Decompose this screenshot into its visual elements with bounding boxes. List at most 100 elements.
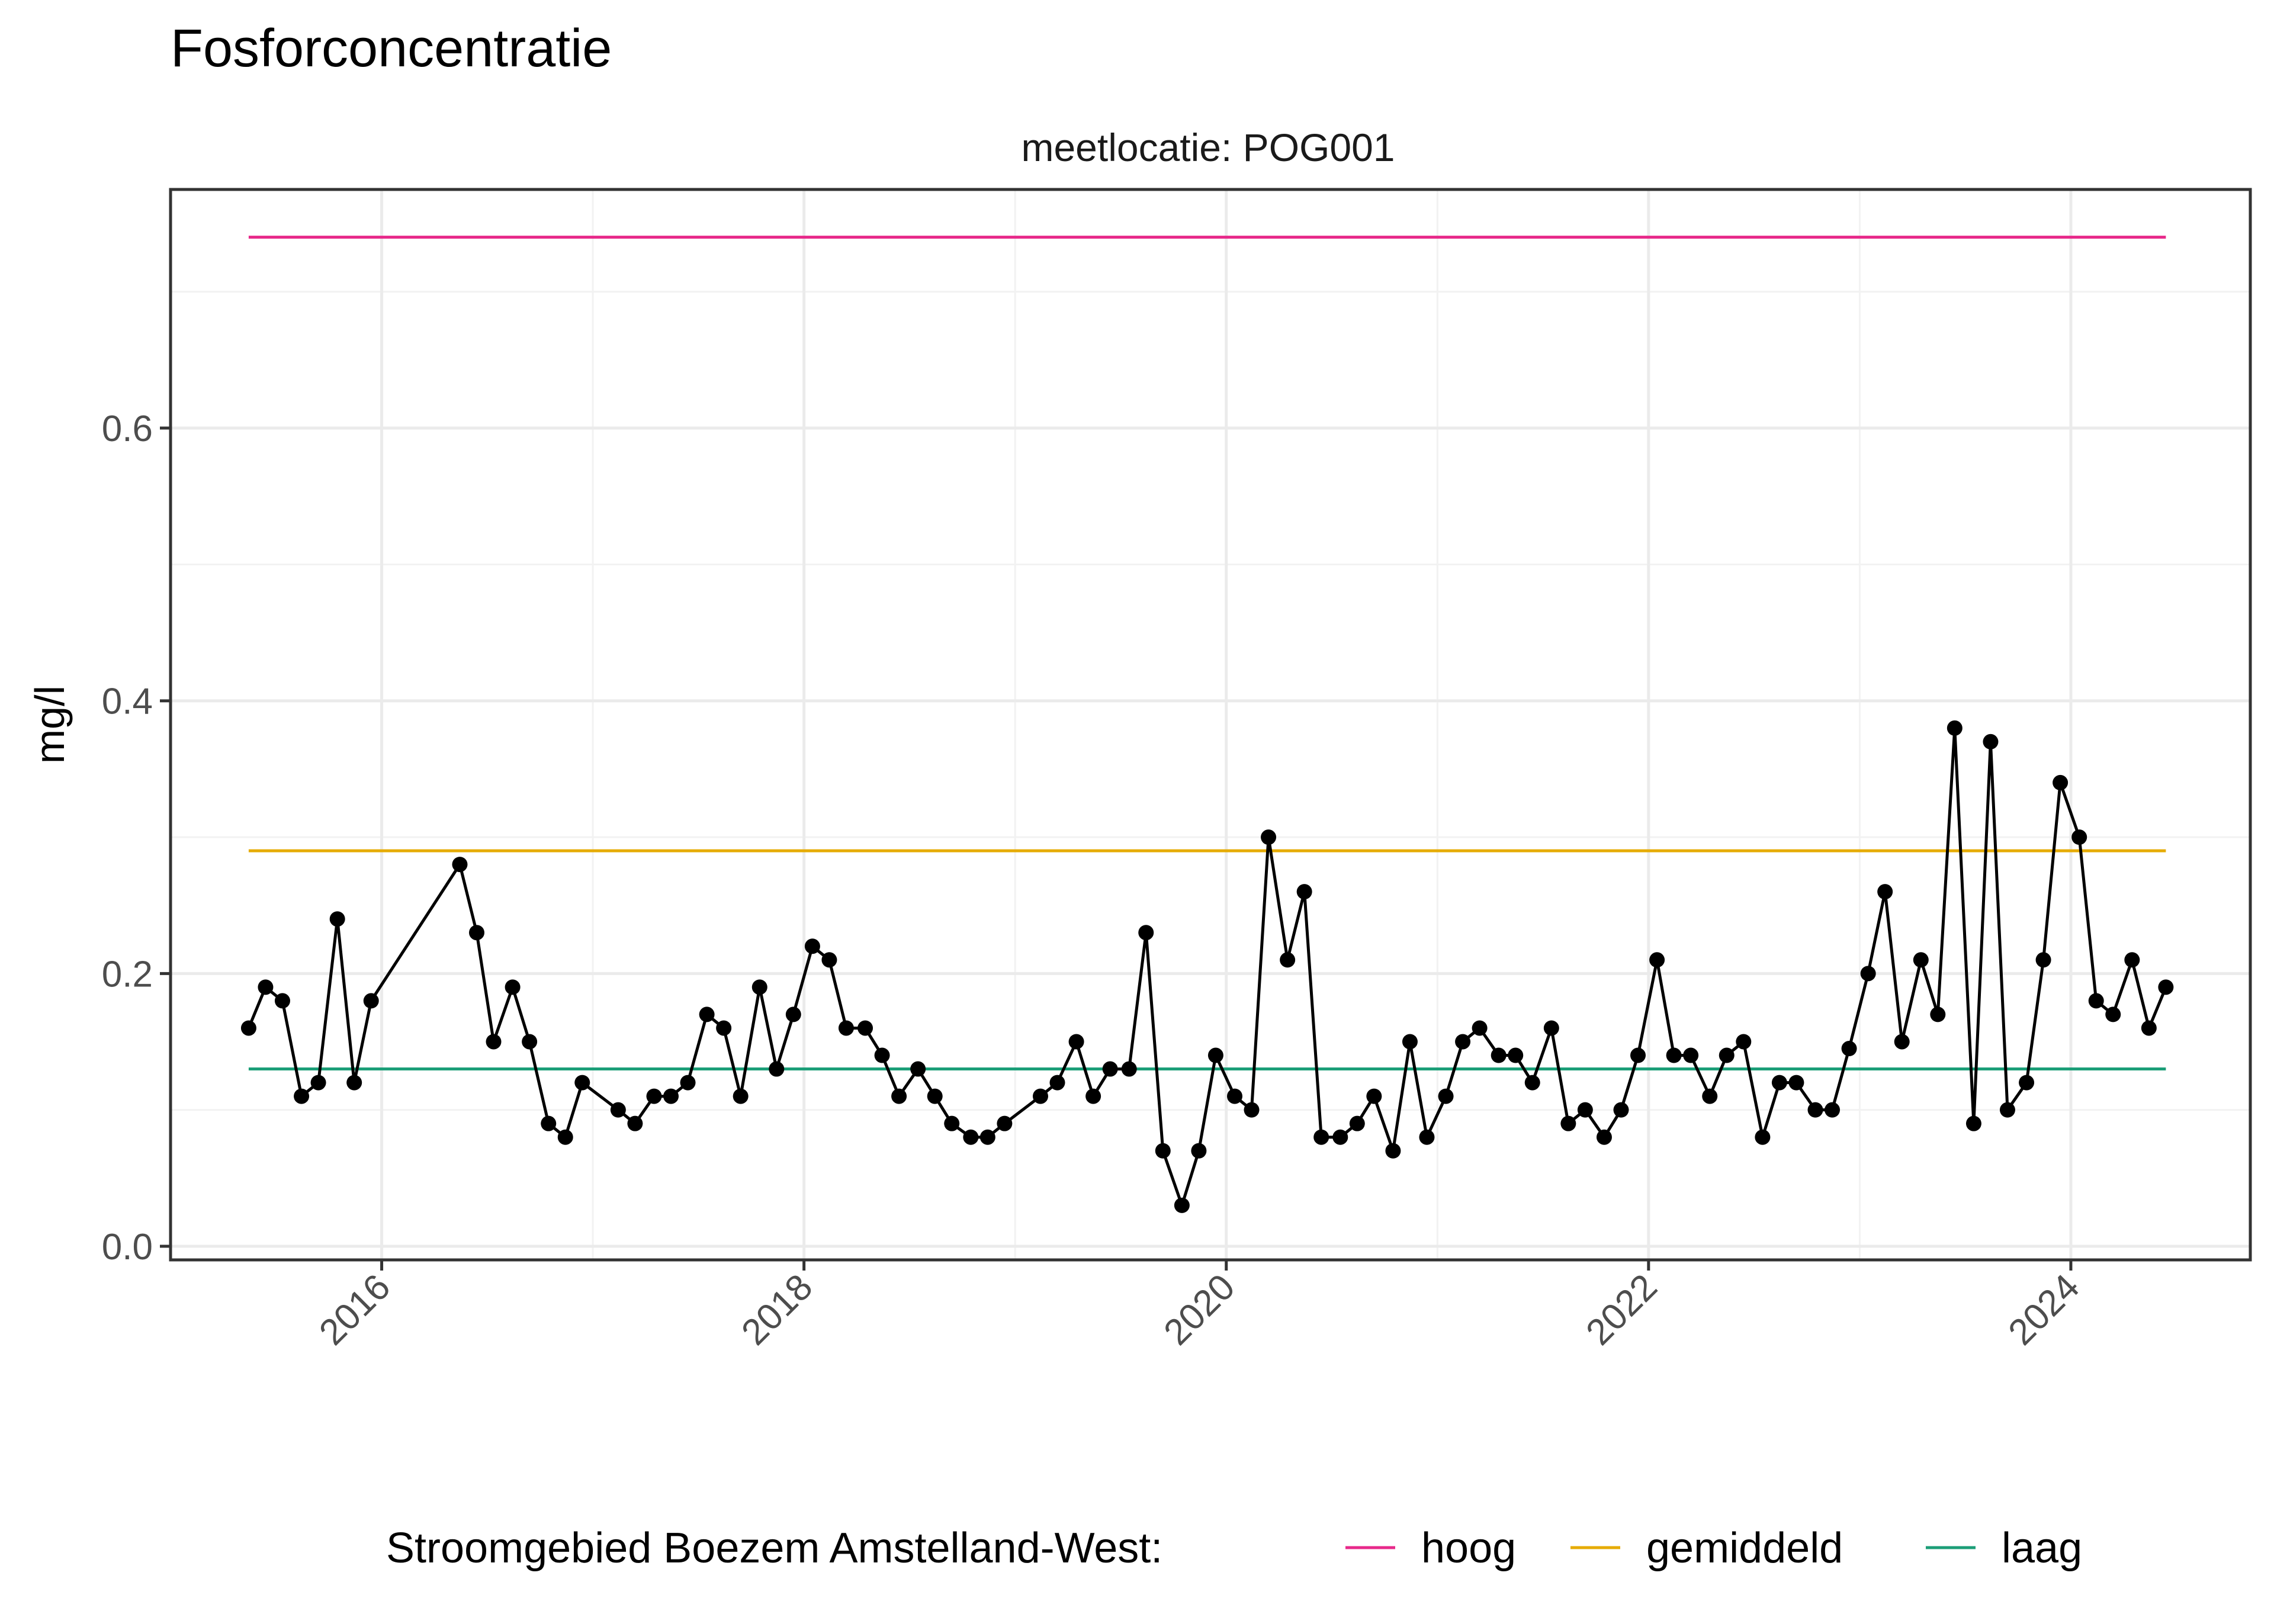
data-point (1049, 1075, 1065, 1091)
y-tick-label: 0.4 (102, 681, 153, 722)
data-point (1174, 1197, 1190, 1213)
data-point (1683, 1047, 1699, 1063)
data-point (1630, 1047, 1646, 1063)
data-point (646, 1088, 662, 1104)
data-point (363, 993, 379, 1009)
legend-label-gemiddeld: gemiddeld (1646, 1525, 1843, 1572)
data-point (2053, 774, 2069, 790)
data-point (1860, 966, 1876, 982)
chart-title: Fosforconcentratie (171, 19, 612, 78)
x-tick-label: 2020 (1156, 1266, 1242, 1353)
data-series (240, 720, 2174, 1213)
data-point (1455, 1034, 1471, 1050)
data-point (2158, 979, 2174, 995)
data-point (1825, 1102, 1841, 1118)
data-point (1138, 925, 1154, 941)
data-point (1402, 1034, 1418, 1050)
data-point (1366, 1088, 1382, 1104)
data-point (1577, 1102, 1593, 1118)
data-point (258, 979, 274, 995)
y-axis-label: mg/l (27, 686, 73, 764)
plot-panel (171, 189, 2250, 1260)
data-point (1649, 952, 1665, 968)
x-tick-label: 2024 (2001, 1266, 2087, 1353)
data-point (716, 1020, 732, 1036)
data-point (1877, 884, 1893, 900)
data-point (1719, 1047, 1735, 1063)
data-point (1771, 1075, 1787, 1091)
data-point (346, 1075, 362, 1091)
data-point (1155, 1143, 1171, 1159)
data-point (1596, 1129, 1612, 1145)
data-point (1841, 1041, 1857, 1057)
data-point (1736, 1034, 1752, 1050)
y-tick-label: 0.6 (102, 409, 153, 449)
x-axis: 2016 2018 2020 2022 2024 (311, 1260, 2087, 1353)
data-point (1491, 1047, 1507, 1063)
data-point (1244, 1102, 1260, 1118)
data-point (610, 1102, 626, 1118)
data-point (1280, 952, 1296, 968)
data-point (1419, 1129, 1435, 1145)
data-point (1068, 1034, 1084, 1050)
data-point (2019, 1075, 2035, 1091)
data-point (821, 952, 837, 968)
data-point (680, 1075, 696, 1091)
data-point (769, 1061, 785, 1077)
data-point (1438, 1088, 1454, 1104)
data-point (2088, 993, 2104, 1009)
data-point (997, 1115, 1013, 1131)
data-point (1666, 1047, 1682, 1063)
data-point (1913, 952, 1929, 968)
data-point (468, 925, 484, 941)
data-point (733, 1088, 749, 1104)
data-point (1560, 1115, 1576, 1131)
x-tick-label: 2022 (1578, 1266, 1665, 1353)
data-point (785, 1006, 801, 1022)
data-point (1524, 1075, 1540, 1091)
data-point (557, 1129, 573, 1145)
legend-label-hoog: hoog (1421, 1525, 1516, 1572)
legend: Stroomgebied Boezem Amstelland-West: hoog… (386, 1525, 2082, 1572)
facet-strip-label: meetlocatie: POG001 (1022, 126, 1395, 169)
data-point (2071, 829, 2087, 845)
data-point (486, 1034, 502, 1050)
data-point (1207, 1047, 1223, 1063)
data-point (891, 1088, 907, 1104)
data-point (663, 1088, 679, 1104)
data-point (1191, 1143, 1207, 1159)
data-point (574, 1075, 590, 1091)
data-point (505, 979, 521, 995)
legend-title: Stroomgebied Boezem Amstelland-West: (386, 1525, 1162, 1572)
data-point (838, 1020, 854, 1036)
data-point (329, 911, 345, 927)
data-point (1261, 829, 1277, 845)
reference-lines (248, 236, 2166, 1071)
data-point (2141, 1020, 2157, 1036)
data-point (627, 1115, 643, 1131)
data-point (804, 938, 820, 954)
data-point (1755, 1129, 1771, 1145)
data-point (1385, 1143, 1401, 1159)
data-point (2124, 952, 2140, 968)
x-tick-label: 2018 (734, 1266, 820, 1353)
y-axis: 0.0 0.2 0.4 0.6 (102, 409, 171, 1268)
data-point (1788, 1075, 1804, 1091)
data-point (979, 1129, 995, 1145)
data-point (944, 1115, 960, 1131)
data-point (1894, 1034, 1910, 1050)
data-point (240, 1020, 256, 1036)
data-point (1983, 734, 1999, 750)
data-point (1332, 1129, 1348, 1145)
data-point (910, 1061, 926, 1077)
data-point (2105, 1006, 2121, 1022)
data-point (1613, 1102, 1629, 1118)
data-point (1227, 1088, 1243, 1104)
y-tick-label: 0.0 (102, 1227, 153, 1268)
data-point (1508, 1047, 1524, 1063)
data-point (963, 1129, 979, 1145)
data-point (857, 1020, 873, 1036)
legend-label-laag: laag (2002, 1525, 2082, 1572)
data-point (1947, 720, 1963, 736)
